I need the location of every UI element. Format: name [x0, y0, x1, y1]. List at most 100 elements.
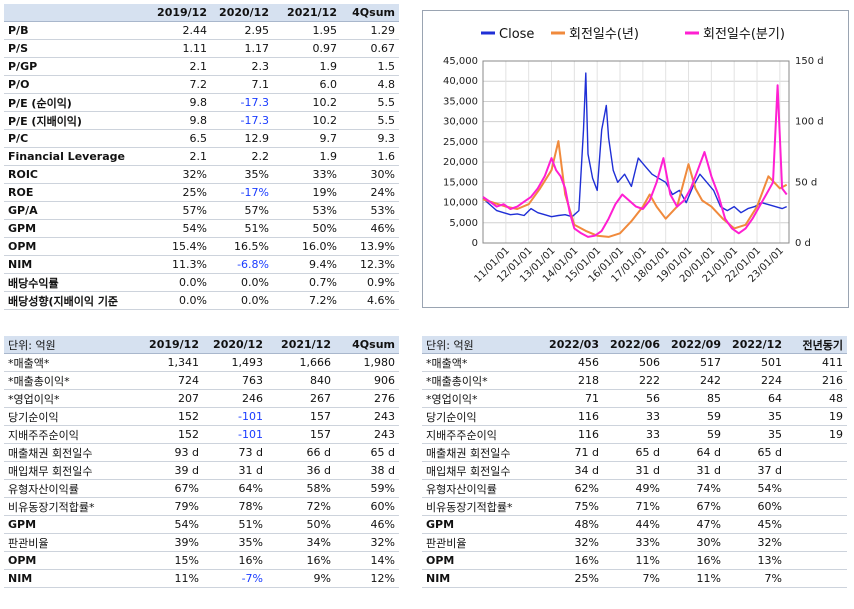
cell-value: 10.2: [273, 111, 341, 130]
cell-value: 16.5%: [211, 237, 273, 256]
cell-value: 4.8: [341, 75, 399, 94]
cell-value: 51%: [203, 515, 267, 534]
cell-value: 222: [603, 371, 664, 390]
cell-value: 19: [786, 425, 847, 444]
column-header: 2020/12: [203, 336, 267, 354]
y-left-tick-label: 40,000: [443, 76, 478, 87]
cell-value: 67%: [664, 497, 725, 516]
cell-value: 35%: [203, 533, 267, 552]
column-header: 전년동기: [786, 336, 847, 354]
cell-value: 0.0%: [211, 273, 273, 292]
cell-value: 34%: [267, 533, 335, 552]
cell-value: 73 d: [203, 443, 267, 462]
row-label: 지배주주순이익: [422, 425, 542, 444]
table-row: P/S 1.11 1.17 0.97 0.67: [4, 39, 399, 58]
cell-value: 33: [603, 407, 664, 426]
cell-value: 506: [603, 353, 664, 372]
row-label: P/C: [4, 129, 149, 148]
cell-value: 0.67: [341, 39, 399, 58]
valuation-header-row: 2019/12 2020/12 2021/12 4Qsum: [4, 4, 399, 22]
cell-value: 48: [786, 389, 847, 408]
row-label: *매출액*: [422, 353, 542, 372]
cell-value: 6.0: [273, 75, 341, 94]
cell-value: 16%: [542, 551, 603, 570]
column-header: 2022/03: [542, 336, 603, 354]
cell-value: 51%: [211, 219, 273, 238]
table-row: P/B 2.44 2.95 1.95 1.29: [4, 21, 399, 40]
cell-value: 16%: [203, 551, 267, 570]
row-label: 매입채무 회전일수: [4, 461, 137, 480]
table-row: Financial Leverage 2.1 2.2 1.9 1.6: [4, 147, 399, 166]
table-row: 배당성향(지배이익 기준 0.0% 0.0% 7.2% 4.6%: [4, 291, 399, 310]
column-header: 단위: 억원: [4, 336, 137, 354]
cell-value: 152: [137, 425, 203, 444]
row-label: 배당성향(지배이익 기준: [4, 291, 149, 310]
cell-value: 64 d: [664, 443, 725, 462]
cell-value: 12.9: [211, 129, 273, 148]
cell-value: 1.5: [341, 57, 399, 76]
cell-value: 0.0%: [149, 291, 211, 310]
cell-value: 2.3: [211, 57, 273, 76]
y-left-tick-label: 30,000: [443, 117, 478, 128]
cell-value: 35: [725, 407, 786, 426]
row-label: 매입채무 회전일수: [422, 461, 542, 480]
cell-value: 78%: [203, 497, 267, 516]
table-row: 매출채권 회전일수 71 d 65 d 64 d 65 d: [422, 443, 847, 462]
row-label: 매출채권 회전일수: [4, 443, 137, 462]
y-left-tick-label: 20,000: [443, 157, 478, 168]
column-header: 단위: 억원: [422, 336, 542, 354]
row-label: NIM: [4, 255, 149, 274]
chart-svg: 0 5,000 10,000 15,000 20,000 25,000 30,000 35,0…: [443, 27, 824, 285]
cell-value: -17.3: [211, 111, 273, 130]
cell-value: -6.8%: [211, 255, 273, 274]
cell-value: 1.6: [341, 147, 399, 166]
table-row: GPM 54% 51% 50% 46%: [4, 515, 399, 534]
cell-value: -7%: [203, 569, 267, 588]
row-label: GPM: [4, 219, 149, 238]
table-row: *매출총이익* 724 763 840 906: [4, 371, 399, 390]
cell-value: 5.5: [341, 111, 399, 130]
cell-value: [786, 569, 847, 588]
cell-value: 14%: [335, 551, 399, 570]
cell-value: 4.6%: [341, 291, 399, 310]
row-label: P/E (지배이익): [4, 111, 149, 130]
row-label: 배당수익률: [4, 273, 149, 292]
cell-value: 0.0%: [211, 291, 273, 310]
cell-value: 57%: [149, 201, 211, 220]
series-line-1: [482, 72, 787, 218]
cell-value: 50%: [267, 515, 335, 534]
cell-value: 267: [267, 389, 335, 408]
cell-value: 9.7: [273, 129, 341, 148]
cell-value: 56: [603, 389, 664, 408]
column-header: 2021/12: [267, 336, 335, 354]
cell-value: 79%: [137, 497, 203, 516]
table-row: 비유동장기적합률* 79% 78% 72% 60%: [4, 497, 399, 516]
table-row: OPM 15.4% 16.5% 16.0% 13.9%: [4, 237, 399, 256]
row-label: GPM: [422, 515, 542, 534]
cell-value: 31 d: [664, 461, 725, 480]
table-row: 매입채무 회전일수 39 d 31 d 36 d 38 d: [4, 461, 399, 480]
row-label: NIM: [422, 569, 542, 588]
cell-value: 33: [603, 425, 664, 444]
quarterly-header-row: 단위: 억원 2022/03 2022/06 2022/09 2022/12 전년동기: [422, 336, 847, 354]
table-row: 판관비율 32% 33% 30% 32%: [422, 533, 847, 552]
cell-value: 906: [335, 371, 399, 390]
cell-value: 11.3%: [149, 255, 211, 274]
row-label: ROIC: [4, 165, 149, 184]
cell-value: 25%: [149, 183, 211, 202]
cell-value: 1.9: [273, 57, 341, 76]
y-left-tick-label: 0: [472, 238, 478, 249]
cell-value: 74%: [664, 479, 725, 498]
cell-value: 54%: [149, 219, 211, 238]
cell-value: 157: [267, 425, 335, 444]
cell-value: 2.1: [149, 57, 211, 76]
cell-value: 12%: [335, 569, 399, 588]
cell-value: 46%: [335, 515, 399, 534]
annual-body: *매출액* 1,341 1,493 1,666 1,980 *매출총이익* 724 763 84…: [4, 353, 399, 588]
column-header: [4, 4, 149, 22]
cell-value: 724: [137, 371, 203, 390]
cell-value: 71 d: [542, 443, 603, 462]
cell-value: 1.9: [273, 147, 341, 166]
cell-value: 763: [203, 371, 267, 390]
table-row: NIM 11% -7% 9% 12%: [4, 569, 399, 588]
